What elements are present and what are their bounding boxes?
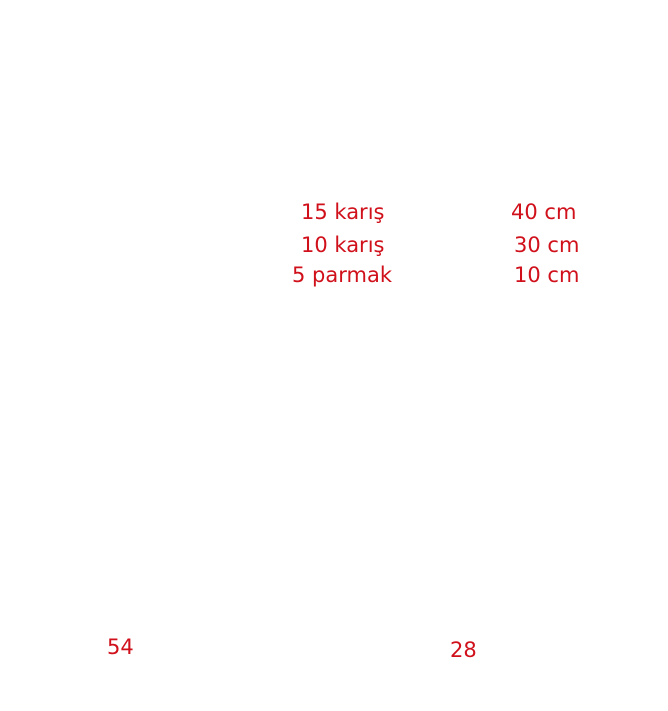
row-left: 5 parmak: [292, 263, 392, 287]
row-right: 40 cm: [511, 200, 577, 224]
page-number: 54: [107, 635, 134, 659]
row-left: 10 karış: [301, 233, 385, 257]
row-right: 10 cm: [514, 263, 580, 287]
row-right: 30 cm: [514, 233, 580, 257]
page-number: 28: [450, 638, 477, 662]
row-left: 15 karış: [301, 200, 385, 224]
